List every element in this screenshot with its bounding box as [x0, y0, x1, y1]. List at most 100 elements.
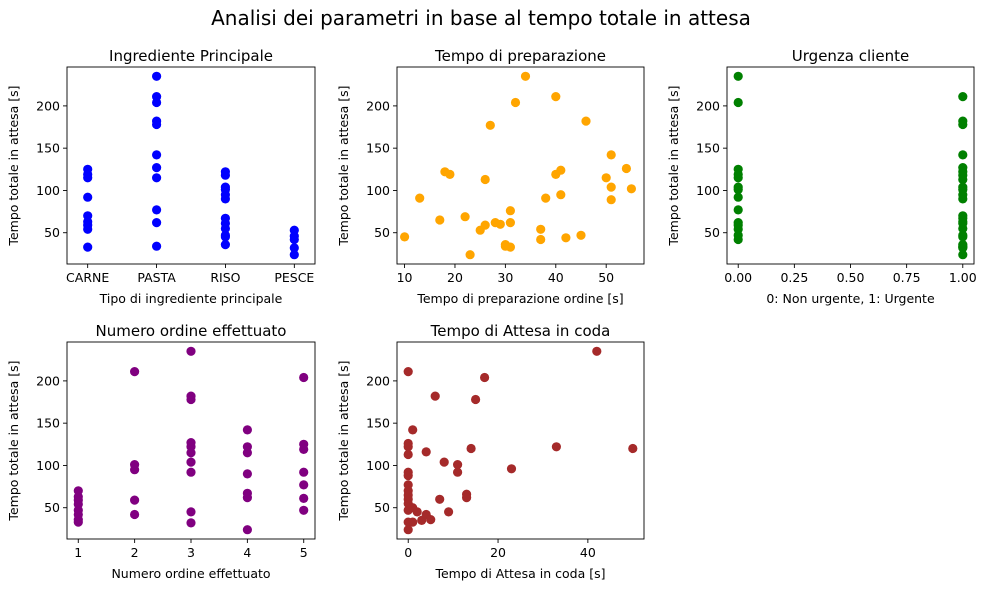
subplot-title: Ingrediente Principale	[109, 47, 273, 65]
x-tick-label: 0.00	[724, 270, 752, 285]
data-point	[186, 507, 196, 517]
data-point	[561, 233, 571, 243]
data-point	[733, 185, 743, 195]
y-tick-label: 150	[696, 141, 720, 156]
data-point	[453, 460, 463, 470]
data-point	[733, 97, 743, 108]
data-point	[439, 457, 449, 467]
data-point	[186, 448, 196, 458]
data-point	[403, 449, 413, 460]
data-point	[621, 163, 632, 174]
y-tick-label: 100	[366, 458, 390, 473]
data-point	[220, 194, 230, 204]
y-tick-label: 150	[366, 416, 390, 431]
subplot-3: 0.00 0.25 0.50 0.75 1.00 50 100 150 200 Urgenza c…	[666, 47, 977, 306]
data-point	[186, 346, 196, 356]
x-axis-label: Tempo di preparazione ordine [s]	[416, 291, 623, 306]
y-axis-label: Tempo totale in attesa [s]	[666, 85, 681, 246]
data-point	[289, 250, 299, 260]
data-point	[186, 457, 196, 467]
data-point	[551, 92, 561, 102]
data-point	[408, 517, 418, 527]
data-point	[299, 480, 309, 490]
data-point	[958, 119, 968, 130]
data-point	[626, 184, 637, 194]
x-tick-label: 30	[497, 270, 513, 285]
x-tick-label: 1.00	[949, 270, 977, 285]
data-point	[152, 218, 162, 228]
data-point	[152, 71, 162, 81]
data-point	[480, 220, 490, 230]
x-tick-label: RISO	[210, 270, 240, 285]
data-point	[408, 425, 418, 435]
x-tick-label: PASTA	[137, 270, 176, 285]
x-tick-label: 4	[243, 545, 251, 560]
x-tick-label: 40	[548, 270, 564, 285]
data-point	[435, 215, 445, 225]
data-point	[958, 223, 968, 234]
data-point	[152, 205, 162, 215]
data-point	[152, 173, 162, 183]
x-tick-label: PESCE	[274, 270, 314, 285]
data-point	[299, 467, 309, 477]
data-point	[83, 192, 93, 202]
data-point	[242, 525, 252, 535]
data-point	[958, 150, 968, 160]
subplot-title: Tempo di preparazione	[434, 47, 606, 65]
plot-frame	[726, 66, 975, 265]
data-point	[606, 195, 616, 205]
x-tick-label: 40	[580, 545, 596, 560]
data-point	[465, 250, 475, 260]
data-point	[83, 242, 93, 252]
data-point	[299, 372, 309, 383]
data-point	[733, 234, 743, 245]
data-point	[505, 218, 515, 228]
data-point	[421, 447, 431, 457]
x-tick-label: 20	[447, 270, 463, 285]
y-tick-label: 150	[36, 416, 60, 431]
data-point	[289, 234, 299, 245]
data-point	[242, 469, 252, 479]
data-point	[506, 464, 517, 474]
y-tick-label: 150	[36, 141, 60, 156]
data-point	[536, 234, 546, 245]
y-tick-label: 200	[366, 373, 390, 388]
data-point	[480, 372, 490, 383]
x-tick-label: 1	[74, 545, 82, 560]
y-tick-label: 100	[36, 183, 60, 198]
x-tick-label: 0	[404, 545, 412, 560]
x-tick-label: 3	[187, 545, 195, 560]
y-axis-label: Tempo totale in attesa [s]	[336, 360, 351, 521]
x-axis-label: Numero ordine effettuato	[111, 566, 270, 581]
data-point	[430, 391, 440, 401]
y-axis-label: Tempo totale in attesa [s]	[6, 85, 21, 246]
data-point	[460, 212, 470, 222]
x-tick-label: 50	[598, 270, 614, 285]
data-point	[220, 223, 230, 234]
subplot-2: 10 20 30 40 50 50 100 150 200 Tempo di preparazio…	[336, 47, 645, 306]
data-point	[606, 150, 616, 160]
data-point	[152, 150, 162, 160]
data-point	[152, 241, 162, 251]
data-point	[415, 193, 425, 203]
y-tick-label: 50	[44, 225, 60, 240]
data-point	[403, 525, 413, 535]
plot-frame	[66, 66, 316, 265]
data-point	[220, 170, 230, 180]
data-point	[299, 505, 309, 515]
data-point	[444, 507, 454, 517]
data-point	[471, 394, 481, 405]
data-point	[242, 425, 252, 435]
data-point	[453, 467, 463, 477]
data-point	[480, 174, 490, 185]
data-point	[130, 495, 140, 505]
data-point	[551, 442, 562, 452]
data-point	[242, 493, 252, 503]
data-point	[130, 509, 140, 520]
subplot-title: Urgenza cliente	[792, 47, 909, 65]
data-point	[403, 442, 413, 452]
plot-frame	[396, 341, 645, 540]
data-point	[186, 518, 196, 528]
x-tick-label: 5	[300, 545, 308, 560]
